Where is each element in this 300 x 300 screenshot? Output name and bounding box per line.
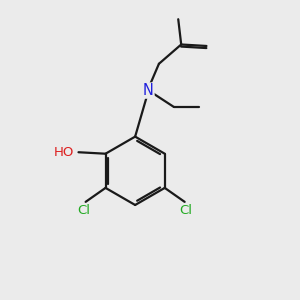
Text: N: N — [143, 83, 154, 98]
Text: Cl: Cl — [78, 204, 91, 217]
Text: HO: HO — [53, 146, 74, 159]
Text: Cl: Cl — [180, 204, 193, 217]
